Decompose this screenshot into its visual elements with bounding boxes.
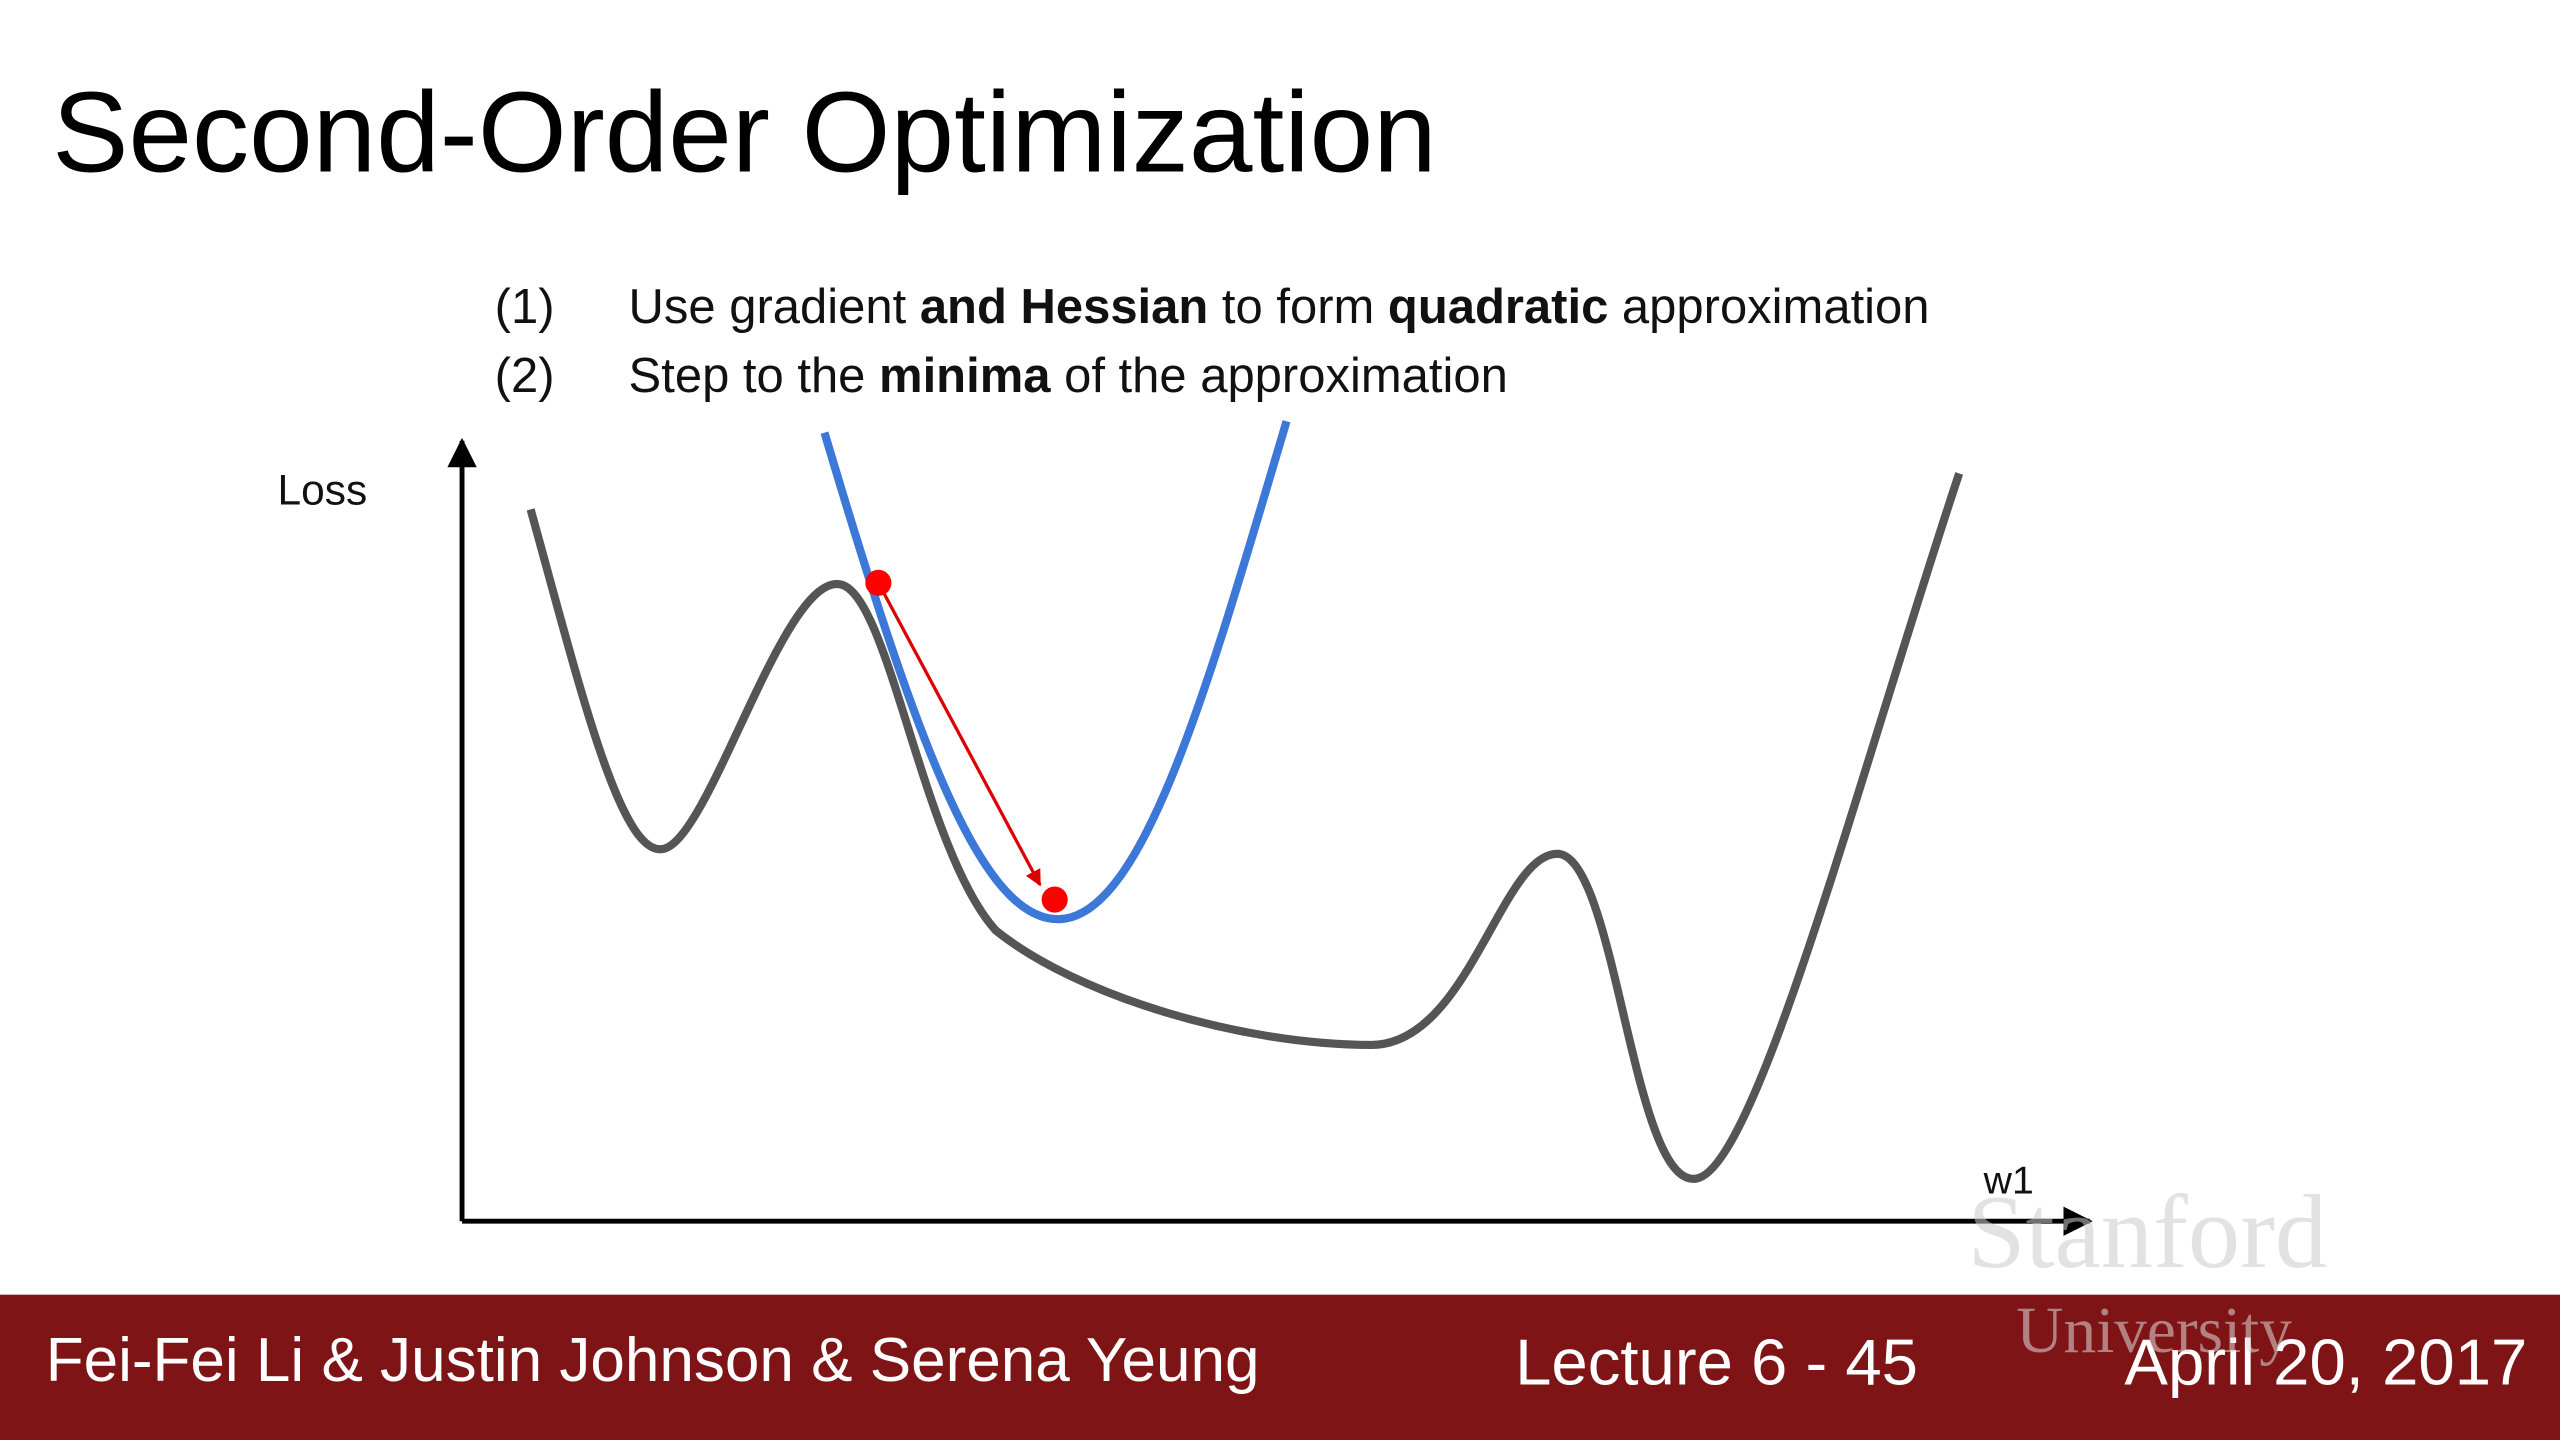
step-number: (2)	[495, 349, 555, 403]
watermark-line2: University	[2016, 1295, 2292, 1367]
step-segment: minima	[879, 349, 1051, 403]
footer-authors: Fei-Fei Li & Justin Johnson & Serena Yeu…	[46, 1326, 1260, 1395]
y-axis-label: Loss	[278, 466, 368, 513]
step-segment: and Hessian	[920, 280, 1208, 334]
start-point	[865, 569, 892, 596]
step-segment: to form	[1208, 280, 1388, 334]
step-segment: quadratic	[1388, 280, 1608, 334]
step-text: Use gradient and Hessian to form quadrat…	[629, 280, 1930, 334]
loss-curve	[526, 472, 1964, 1183]
diagram: Loss w1	[278, 420, 2093, 1236]
step-segment: Step to the	[629, 349, 879, 403]
steps: (1) Use gradient and Hessian to form quad…	[495, 280, 1930, 403]
footer-bar	[0, 1294, 2560, 1440]
watermark-line1: Stanford	[1967, 1174, 2327, 1290]
step-text: Step to the minima of the approximation	[629, 349, 1508, 403]
step-segment: Use gradient	[629, 280, 920, 334]
watermark: Stanford University	[1967, 1174, 2327, 1367]
x-axis-label: w1	[1983, 1159, 2034, 1202]
footer-lecture: Lecture 6 - 45	[1515, 1325, 1918, 1398]
footer-date: April 20, 2017	[2124, 1325, 2527, 1398]
step-arrow	[876, 582, 1042, 887]
step-segment: of the approximation	[1050, 349, 1507, 403]
step-segment: approximation	[1608, 280, 1929, 334]
quadratic-approximation	[820, 420, 1291, 924]
slide-title: Second-Order Optimization	[52, 69, 1436, 196]
step-number: (1)	[495, 280, 555, 334]
end-point	[1041, 886, 1068, 913]
